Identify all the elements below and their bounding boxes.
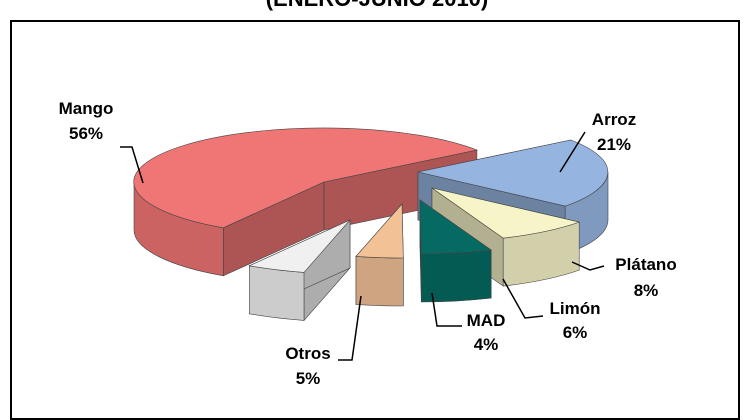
slice-platano-top — [431, 187, 581, 239]
label-mango-value: 56% — [69, 124, 103, 143]
label-mad-name: MAD — [467, 311, 506, 330]
label-mango-name: Mango — [59, 99, 114, 118]
slice-arroz-top — [417, 139, 609, 207]
slice-otros-top — [248, 219, 351, 273]
label-platano-value: 8% — [634, 281, 659, 300]
label-limon-value: 6% — [563, 323, 588, 342]
pie-chart: Mango 56% Arroz 21% Plátano 8% Limón 6% … — [59, 99, 677, 388]
leader-platano — [571, 261, 605, 271]
label-limon-name: Limón — [550, 299, 601, 318]
slice-otros — [248, 219, 351, 322]
label-otros-name: Otros — [285, 344, 330, 363]
slice-mad-rim-0 — [355, 256, 404, 307]
slice-mad-top — [355, 203, 404, 259]
leader-limon — [502, 278, 544, 319]
label-arroz-value: 21% — [597, 135, 631, 154]
slice-limon-top — [419, 199, 493, 255]
slice-mango-top — [133, 127, 478, 229]
label-otros-value: 5% — [296, 369, 321, 388]
leader-arroz — [559, 131, 586, 173]
pie-slices — [133, 127, 609, 322]
slice-mad — [355, 203, 404, 307]
slice-otros-rim-0 — [249, 265, 305, 321]
label-arroz-name: Arroz — [592, 110, 636, 129]
leader-otros — [338, 295, 362, 361]
chart-title: (ENERO-JUNIO 2010) — [0, 0, 754, 12]
slice-limon — [419, 199, 493, 303]
label-mad-value: 4% — [474, 335, 499, 354]
leader-mad — [431, 292, 462, 327]
leader-mango — [120, 146, 144, 184]
label-platano-name: Plátano — [615, 255, 676, 274]
